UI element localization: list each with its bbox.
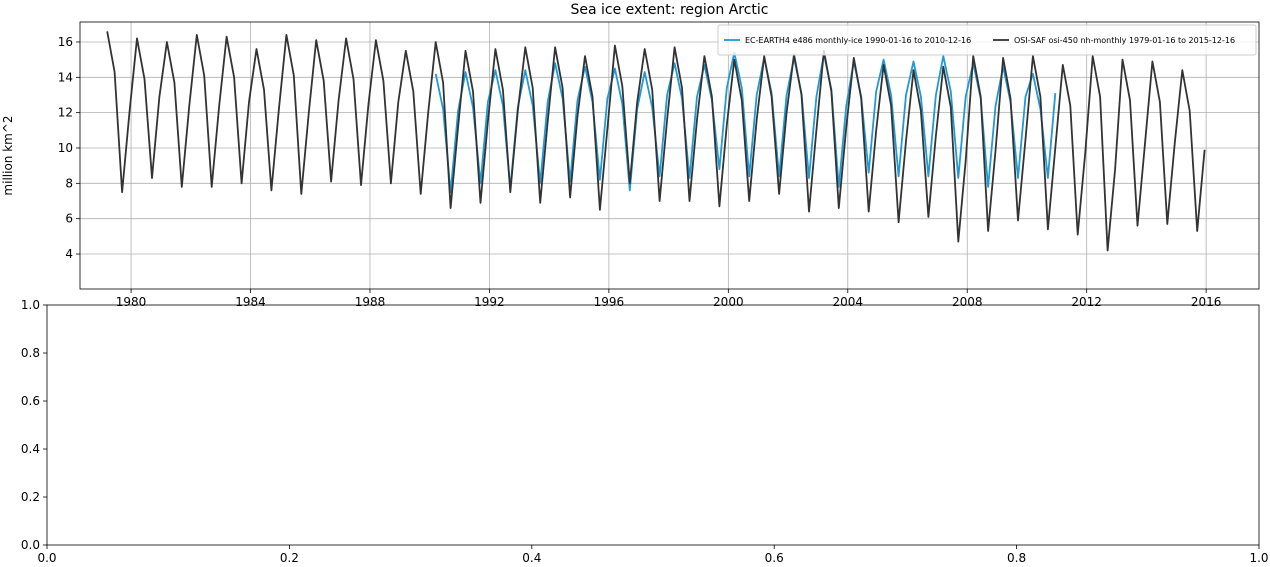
series-line [106, 31, 1206, 252]
y-tick-label: 10 [58, 141, 73, 155]
axes-frame [79, 21, 1260, 290]
x-tick-label: 0.2 [280, 551, 299, 565]
y-tick-label: 0.8 [21, 346, 40, 360]
x-tick-label: 1992 [474, 295, 505, 309]
x-tick-label: 1.0 [1249, 551, 1268, 565]
x-tick-label: 0.4 [522, 551, 541, 565]
x-tick-label: 2012 [1071, 295, 1102, 309]
y-tick-label: 16 [58, 35, 73, 49]
x-tick-label: 1996 [594, 295, 625, 309]
x-tick-label: 0.8 [1007, 551, 1026, 565]
axes-frame [46, 304, 1260, 546]
y-tick-label: 0.4 [21, 442, 40, 456]
y-tick-label: 12 [58, 106, 73, 120]
y-tick-label: 8 [65, 176, 73, 190]
x-tick-label: 1984 [235, 295, 266, 309]
x-tick-label: 2016 [1191, 295, 1222, 309]
chart-title: Sea ice extent: region Arctic [571, 2, 769, 18]
x-tick-label: 2000 [713, 295, 744, 309]
y-tick-label: 0.6 [21, 394, 40, 408]
y-tick-label: 6 [65, 212, 73, 226]
y-tick-label: 0.0 [21, 538, 40, 552]
x-tick-label: 2008 [952, 295, 983, 309]
y-tick-label: 1.0 [21, 298, 40, 312]
legend-label: EC-EARTH4 e486 monthly-ice 1990-01-16 to… [745, 36, 971, 45]
x-tick-label: 1988 [355, 295, 386, 309]
x-tick-label: 1980 [116, 295, 147, 309]
x-tick-label: 2004 [833, 295, 864, 309]
x-tick-label: 0.6 [765, 551, 784, 565]
y-tick-label: 0.2 [21, 490, 40, 504]
series-line [434, 51, 1057, 194]
y-tick-label: 14 [58, 70, 73, 84]
legend-label: OSI-SAF osi-450 nh-monthly 1979-01-16 to… [1014, 36, 1235, 45]
y-tick-label: 4 [65, 247, 73, 261]
legend-box [717, 24, 1257, 56]
y-axis-label: million km^2 [1, 115, 15, 195]
x-tick-label: 0.0 [37, 551, 56, 565]
